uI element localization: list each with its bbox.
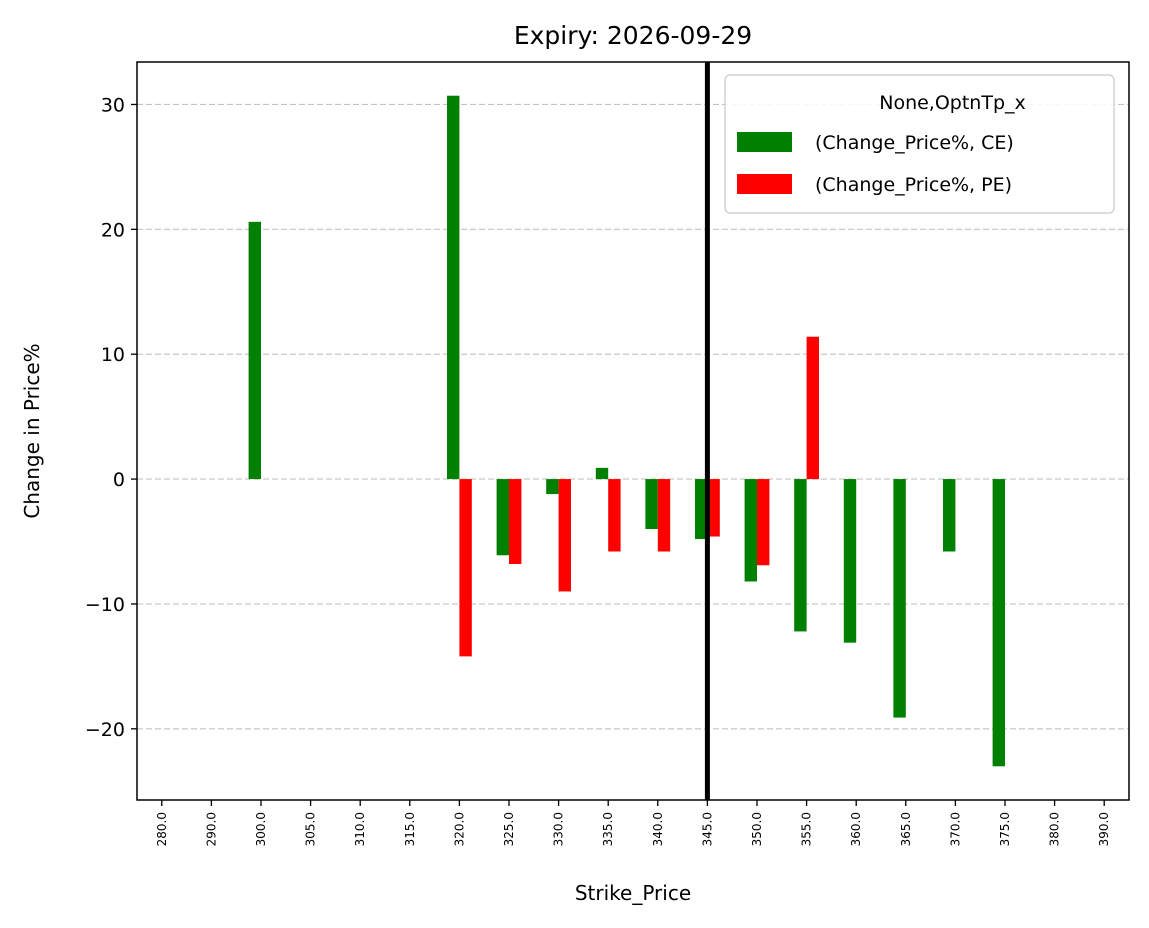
y-tick-label: −20 xyxy=(85,719,125,741)
bar-ce-330.0 xyxy=(546,479,559,495)
bar-ce-340.0 xyxy=(645,479,658,530)
bar-pe-355.0 xyxy=(806,336,819,480)
bar-pe-350.0 xyxy=(757,479,770,566)
bar-ce-325.0 xyxy=(496,479,509,556)
y-tick-label: 30 xyxy=(101,94,125,116)
bar-pe-325.0 xyxy=(509,479,522,564)
bar-pe-320.0 xyxy=(459,479,472,657)
x-tick-label: 315.0 xyxy=(403,812,417,846)
bar-ce-350.0 xyxy=(744,479,757,582)
bar-ce-300.0 xyxy=(248,221,261,480)
x-tick-label: 370.0 xyxy=(948,812,962,846)
bar-ce-355.0 xyxy=(794,479,807,632)
legend-title: None,OptnTp_x xyxy=(879,92,1026,114)
x-tick-label: 340.0 xyxy=(651,812,665,846)
bar-pe-335.0 xyxy=(608,479,621,552)
x-tick-label: 325.0 xyxy=(502,812,516,846)
legend-box xyxy=(724,74,1115,214)
chart-title: Expiry: 2026-09-29 xyxy=(514,21,752,50)
x-tick-label: 300.0 xyxy=(254,812,268,846)
y-axis: 30 20 10 0 −10 −20 xyxy=(85,94,137,741)
x-axis: 280.0 290.0 300.0 305.0 310.0 315.0 320.0 325.0… xyxy=(155,800,1111,846)
x-tick-label: 305.0 xyxy=(304,812,318,846)
y-tick-label: 20 xyxy=(101,219,125,241)
x-tick-label: 375.0 xyxy=(998,812,1012,846)
x-axis-label: Strike_Price xyxy=(575,881,691,905)
legend: None,OptnTp_x (Change_Price%, CE) (Change_… xyxy=(724,74,1115,214)
x-tick-label: 335.0 xyxy=(601,812,615,846)
x-tick-label: 355.0 xyxy=(800,812,814,846)
bar-ce-320.0 xyxy=(447,95,460,480)
x-tick-label: 290.0 xyxy=(204,812,218,846)
x-tick-label: 345.0 xyxy=(700,812,714,846)
x-tick-label: 320.0 xyxy=(452,812,466,846)
legend-label: (Change_Price%, PE) xyxy=(815,174,1012,196)
plot-frame xyxy=(136,61,1130,801)
bars xyxy=(248,95,1005,767)
x-tick-label: 330.0 xyxy=(552,812,566,846)
x-tick-label: 360.0 xyxy=(849,812,863,846)
bar-ce-335.0 xyxy=(595,467,609,480)
y-tick-label: −10 xyxy=(85,594,125,616)
legend-label: (Change_Price%, CE) xyxy=(815,132,1014,154)
x-tick-label: 390.0 xyxy=(1097,812,1111,846)
bar-ce-375.0 xyxy=(992,479,1005,767)
x-tick-label: 350.0 xyxy=(750,812,764,846)
y-tick-label: 10 xyxy=(101,344,125,366)
bar-ce-365.0 xyxy=(893,479,906,718)
legend-swatch xyxy=(737,132,792,152)
bar-ce-345.0 xyxy=(695,479,708,540)
x-tick-label: 365.0 xyxy=(899,812,913,846)
x-tick-label: 380.0 xyxy=(1048,812,1062,846)
gridlines xyxy=(137,103,1129,730)
y-tick-label: 0 xyxy=(113,469,125,491)
bar-pe-340.0 xyxy=(657,479,671,552)
bar-ce-360.0 xyxy=(843,479,857,643)
y-axis-label: Change in Price% xyxy=(20,343,44,518)
bar-ce-370.0 xyxy=(943,479,956,552)
x-tick-label: 280.0 xyxy=(155,812,169,846)
bar-pe-330.0 xyxy=(558,479,571,592)
bar-pe-345.0 xyxy=(707,479,720,537)
x-tick-label: 310.0 xyxy=(353,812,367,846)
legend-swatch xyxy=(737,174,792,194)
